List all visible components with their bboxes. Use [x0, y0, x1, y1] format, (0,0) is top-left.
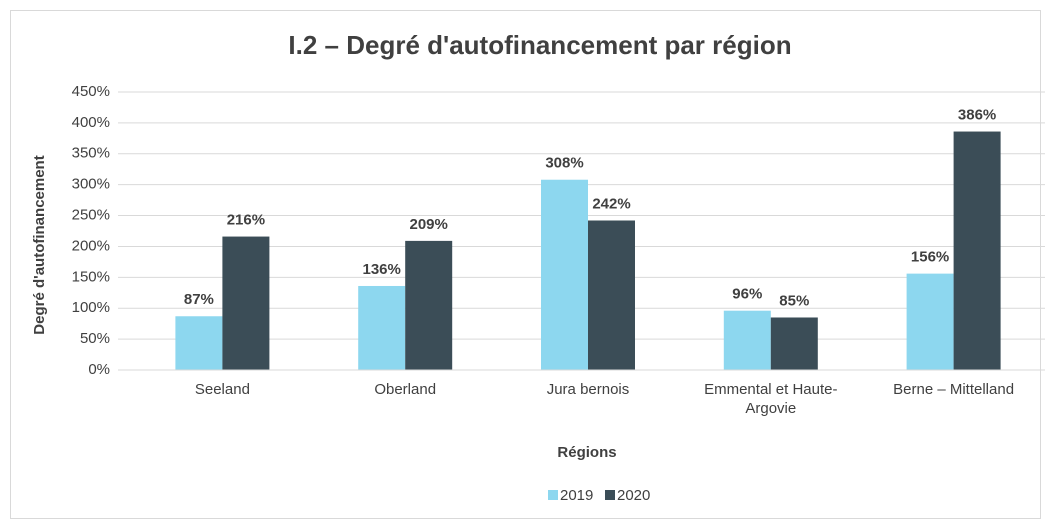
y-tick-label: 300% — [72, 176, 110, 193]
x-tick-label: Emmental et Haute-Argovie — [704, 381, 838, 417]
bar — [588, 220, 635, 370]
data-label: 209% — [410, 216, 448, 233]
legend-swatch — [605, 490, 615, 500]
data-label: 96% — [732, 286, 762, 303]
data-label: 242% — [592, 195, 630, 212]
bar — [175, 316, 223, 370]
bar — [405, 240, 453, 370]
data-label: 87% — [184, 291, 214, 308]
x-tick-label-box: Jura bernois — [546, 381, 630, 398]
x-tick-label: Seeland — [194, 381, 250, 398]
x-tick-label: Berne – Mittelland — [893, 381, 1015, 398]
data-label: 85% — [779, 292, 809, 309]
legend-label: 2019 — [560, 487, 593, 504]
x-tick-label: Oberland — [374, 381, 437, 398]
legend-swatch — [548, 490, 558, 500]
x-tick-label-box: Oberland — [374, 381, 437, 398]
y-tick-label: 150% — [72, 268, 110, 285]
data-label: 386% — [958, 107, 996, 124]
y-tick-label: 450% — [72, 83, 110, 100]
bar — [358, 285, 406, 370]
y-tick-label: 200% — [72, 237, 110, 254]
bar — [222, 236, 270, 370]
legend-label: 2020 — [617, 487, 650, 504]
data-label: 156% — [911, 249, 949, 266]
bar — [723, 310, 771, 370]
bar — [906, 273, 954, 370]
y-axis-label: Degré d'autofinancement — [31, 155, 48, 334]
data-label: 136% — [363, 261, 401, 278]
bar — [953, 131, 1001, 370]
bar — [770, 317, 818, 370]
y-tick-label: 50% — [80, 330, 110, 347]
chart-title: I.2 – Degré d'autofinancement par région — [288, 30, 791, 60]
y-tick-label: 250% — [72, 207, 110, 224]
y-tick-label: 400% — [72, 114, 110, 131]
bar — [541, 179, 588, 370]
y-tick-label: 0% — [88, 361, 110, 378]
x-tick-label-box: Emmental et Haute-Argovie — [704, 381, 838, 417]
x-tick-label-box: Berne – Mittelland — [893, 381, 1015, 398]
x-tick-label-box: Seeland — [194, 381, 250, 398]
x-tick-label: Jura bernois — [546, 381, 630, 398]
y-tick-label: 100% — [72, 299, 110, 316]
y-tick-label: 350% — [72, 145, 110, 162]
data-label: 308% — [545, 155, 583, 172]
data-label: 216% — [227, 212, 265, 229]
chart-border — [10, 10, 1041, 519]
x-axis-label: Régions — [557, 444, 616, 461]
